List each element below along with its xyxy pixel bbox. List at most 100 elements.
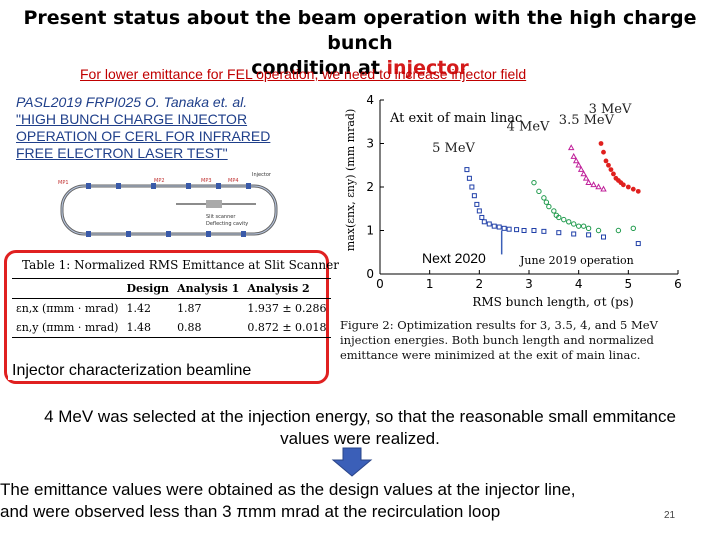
beamline-caption: Injector characterization beamline bbox=[8, 362, 256, 380]
subtitle: For lower emittance for FEL operation, w… bbox=[80, 66, 527, 82]
chart-point bbox=[635, 241, 641, 247]
table-cell: 0.88 bbox=[177, 321, 202, 334]
title-line-1: Present status about the beam operation … bbox=[23, 7, 697, 54]
title-line-2: condition at injector bbox=[0, 56, 720, 81]
chart-x-tick-label: 2 bbox=[476, 277, 484, 291]
chart-y-axis-label: max(εnx, εny) (mm mrad) bbox=[344, 109, 357, 251]
chart-point bbox=[575, 223, 582, 229]
chart-point bbox=[521, 228, 527, 233]
beamline-label-slit: Slit scanner bbox=[206, 214, 236, 220]
beamline-label-mp4: MP4 bbox=[228, 178, 239, 184]
chart-point bbox=[514, 227, 520, 233]
chart-point bbox=[469, 184, 475, 190]
table-cell: εn,y (πmm · mrad) bbox=[16, 321, 119, 334]
chart-point bbox=[561, 216, 567, 223]
chart-point bbox=[635, 188, 641, 194]
down-arrow-icon bbox=[331, 447, 373, 477]
emittance-table: Design Analysis 1 Analysis 2 εn,x (πmm ·… bbox=[12, 278, 331, 338]
chart-point bbox=[590, 181, 597, 188]
chart-y-tick-label: 1 bbox=[366, 224, 374, 238]
chart-y-tick-label: 3 bbox=[366, 137, 374, 151]
chart-point bbox=[615, 227, 622, 234]
chart-annotation: At exit of main linac bbox=[389, 111, 522, 126]
paragraph-selection: 4 MeV was selected at the injection ener… bbox=[44, 407, 676, 448]
table-row: εn,x (πmm · mrad) 1.42 1.87 1.937 ± 0.28… bbox=[12, 299, 331, 319]
chart-point bbox=[571, 231, 577, 237]
chart-point bbox=[531, 179, 537, 186]
page-number: 21 bbox=[664, 510, 676, 521]
beamline-label-injector: Injector bbox=[252, 172, 272, 178]
paragraph-result-line-2: and were observed less than 3 πmm mrad a… bbox=[0, 502, 501, 521]
chart-point bbox=[541, 195, 547, 201]
reference-line-3[interactable]: OPERATION OF CERL FOR INFRARED bbox=[16, 128, 271, 144]
chart-point bbox=[570, 152, 577, 159]
chart-point bbox=[571, 221, 577, 227]
chart-point bbox=[567, 144, 575, 151]
beamline-label-deflect: Deflecting cavity bbox=[206, 221, 248, 227]
chart-point bbox=[586, 232, 592, 238]
table-header bbox=[12, 279, 122, 299]
chart-point bbox=[580, 223, 587, 229]
chart-series-label: 4 MeV bbox=[507, 119, 550, 134]
table-cell: 1.42 bbox=[126, 302, 151, 315]
paragraph-result-line-1: The emittance values were obtained as th… bbox=[0, 480, 576, 499]
chart-point bbox=[577, 165, 585, 172]
chart-point bbox=[625, 184, 631, 190]
chart-y-tick-label: 4 bbox=[366, 93, 374, 107]
chart-series-label: 3.5 MeV bbox=[559, 113, 615, 128]
chart-point bbox=[608, 167, 614, 172]
chart-point bbox=[611, 171, 616, 177]
chart-point bbox=[580, 170, 587, 177]
chart-point bbox=[606, 162, 611, 168]
chart-point bbox=[595, 227, 602, 234]
chart-point bbox=[531, 228, 537, 233]
chart-point bbox=[601, 234, 606, 240]
paragraph-result: The emittance values were obtained as th… bbox=[0, 479, 720, 523]
chart-point bbox=[464, 167, 470, 173]
chart-point bbox=[481, 219, 487, 225]
chart-point bbox=[466, 175, 472, 181]
reference-line-2[interactable]: "HIGH BUNCH CHARGE INJECTOR bbox=[16, 111, 248, 127]
chart-point bbox=[620, 182, 626, 188]
chart-point bbox=[474, 201, 480, 207]
chart-x-tick-label: 4 bbox=[575, 277, 583, 291]
chart-x-tick-label: 0 bbox=[376, 277, 384, 291]
chart-point bbox=[556, 230, 562, 236]
chart-x-tick-label: 3 bbox=[525, 277, 533, 291]
chart-point bbox=[630, 186, 636, 192]
table-cell: 0.872 ± 0.018 bbox=[247, 321, 327, 334]
beamline-magnets bbox=[86, 183, 251, 237]
chart-point bbox=[566, 219, 572, 225]
reference-line-1: PASL2019 FRPI025 O. Tanaka et. al. bbox=[16, 94, 248, 110]
figure-caption: Figure 2: Optimization results for 3, 3.… bbox=[340, 318, 658, 362]
chart-point bbox=[543, 199, 550, 205]
next-2020-label: Next 2020 bbox=[418, 248, 490, 268]
chart-point bbox=[491, 223, 497, 229]
chart-point bbox=[630, 225, 636, 232]
beamline-label-mp2: MP2 bbox=[154, 178, 165, 184]
chart-point bbox=[572, 157, 580, 164]
chart-point bbox=[601, 149, 606, 155]
chart-y-tick-label: 2 bbox=[366, 180, 374, 194]
chart-point bbox=[598, 141, 604, 146]
table-title: Table 1: Normalized RMS Emittance at Sli… bbox=[22, 258, 339, 272]
chart-point bbox=[585, 179, 592, 185]
chart-axes: 0 1 2 3 4 5 6 0 1 2 3 4 bbox=[366, 93, 681, 291]
table-cell: 1.937 ± 0.286 bbox=[247, 302, 327, 315]
chart-point bbox=[536, 188, 542, 195]
reference-line-4[interactable]: FREE ELECTRON LASER TEST" bbox=[16, 145, 228, 161]
table-header: Analysis 1 bbox=[177, 282, 240, 295]
chart-point bbox=[551, 208, 557, 214]
table-box bbox=[4, 250, 329, 384]
title-highlight: injector bbox=[386, 57, 469, 79]
injector-cavity bbox=[206, 200, 222, 208]
chart-point bbox=[546, 203, 552, 210]
chart-point bbox=[603, 158, 609, 164]
reference-block: PASL2019 FRPI025 O. Tanaka et. al. "HIGH… bbox=[16, 94, 316, 162]
table-cell: 1.87 bbox=[177, 302, 202, 315]
chart-point bbox=[556, 214, 562, 221]
chart-x-tick-label: 5 bbox=[625, 277, 633, 291]
table-header-row: Design Analysis 1 Analysis 2 bbox=[12, 278, 331, 299]
chart-point bbox=[471, 193, 477, 199]
